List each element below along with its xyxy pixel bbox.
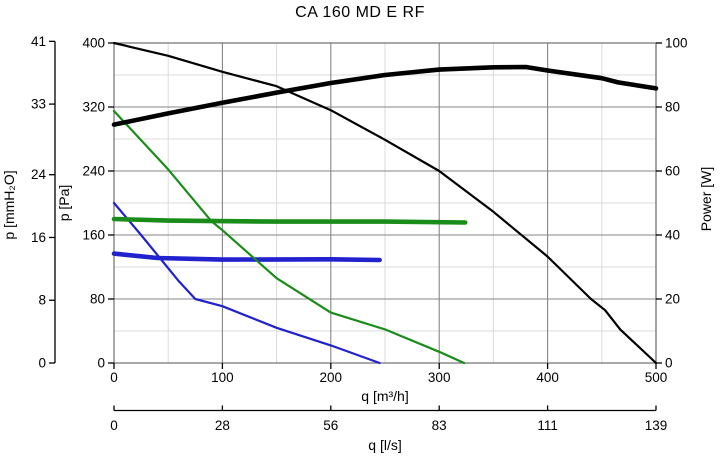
ls-axis-tick-label: 83 xyxy=(432,418,447,433)
ls-axis-title: q [l/s] xyxy=(368,437,401,453)
pa-axis-tick-label: 0 xyxy=(97,356,105,371)
mmh2o-axis-tick-label: 16 xyxy=(31,230,46,245)
pa-axis-title: p [Pa] xyxy=(56,185,72,222)
flow-axis-tick-label: 500 xyxy=(645,370,668,385)
pa-axis-tick-label: 80 xyxy=(90,292,105,307)
flow-axis-tick-label: 100 xyxy=(211,370,234,385)
flow-axis-tick-label: 300 xyxy=(428,370,451,385)
mmh2o-axis-tick-label: 8 xyxy=(38,293,46,308)
power-medium-speed-curve xyxy=(111,216,468,225)
pa-axis-tick-label: 400 xyxy=(82,36,105,51)
pressure-high-speed-curve xyxy=(112,41,658,365)
pa-axis-tick-label: 320 xyxy=(82,100,105,115)
flow-axis-tick-label: 400 xyxy=(536,370,559,385)
power-axis-tick-label: 20 xyxy=(665,292,680,307)
mmh2o-axis-tick-label: 24 xyxy=(31,167,47,182)
ls-axis-tick-label: 139 xyxy=(645,418,668,433)
power-high-speed-curve xyxy=(111,64,659,127)
pressure-low-speed-curve xyxy=(112,201,381,365)
mmh2o-axis-tick-label: 33 xyxy=(31,97,46,112)
chart-title: CA 160 MD E RF xyxy=(295,4,425,21)
flow-axis-tick-label: 200 xyxy=(320,370,343,385)
power-axis-tick-label: 40 xyxy=(665,228,680,243)
pressure-medium-speed-curve xyxy=(112,109,466,365)
power-low-speed-curve xyxy=(111,251,382,263)
power-axis-tick-label: 0 xyxy=(665,356,673,371)
ls-axis-tick-label: 28 xyxy=(215,418,230,433)
power-axis-tick-label: 100 xyxy=(665,36,688,51)
ls-axis-tick-label: 0 xyxy=(110,418,118,433)
ls-axis-tick-label: 111 xyxy=(537,418,558,433)
mmh2o-axis-tick-label: 41 xyxy=(31,34,46,49)
ls-axis-tick-label: 56 xyxy=(323,418,338,433)
pa-axis-tick-label: 160 xyxy=(82,228,105,243)
mmh2o-axis-tick-label: 0 xyxy=(38,356,46,371)
pa-axis-tick-label: 240 xyxy=(82,164,105,179)
power-axis-tick-label: 60 xyxy=(665,164,680,179)
flow-axis-title: q [m³/h] xyxy=(361,388,408,404)
power-axis-tick-label: 80 xyxy=(665,100,680,115)
power-axis-title: Power [W] xyxy=(698,167,714,232)
mmh2o-axis-title: p [mmH₂O] xyxy=(1,170,17,239)
flow-axis-tick-label: 0 xyxy=(110,370,118,385)
